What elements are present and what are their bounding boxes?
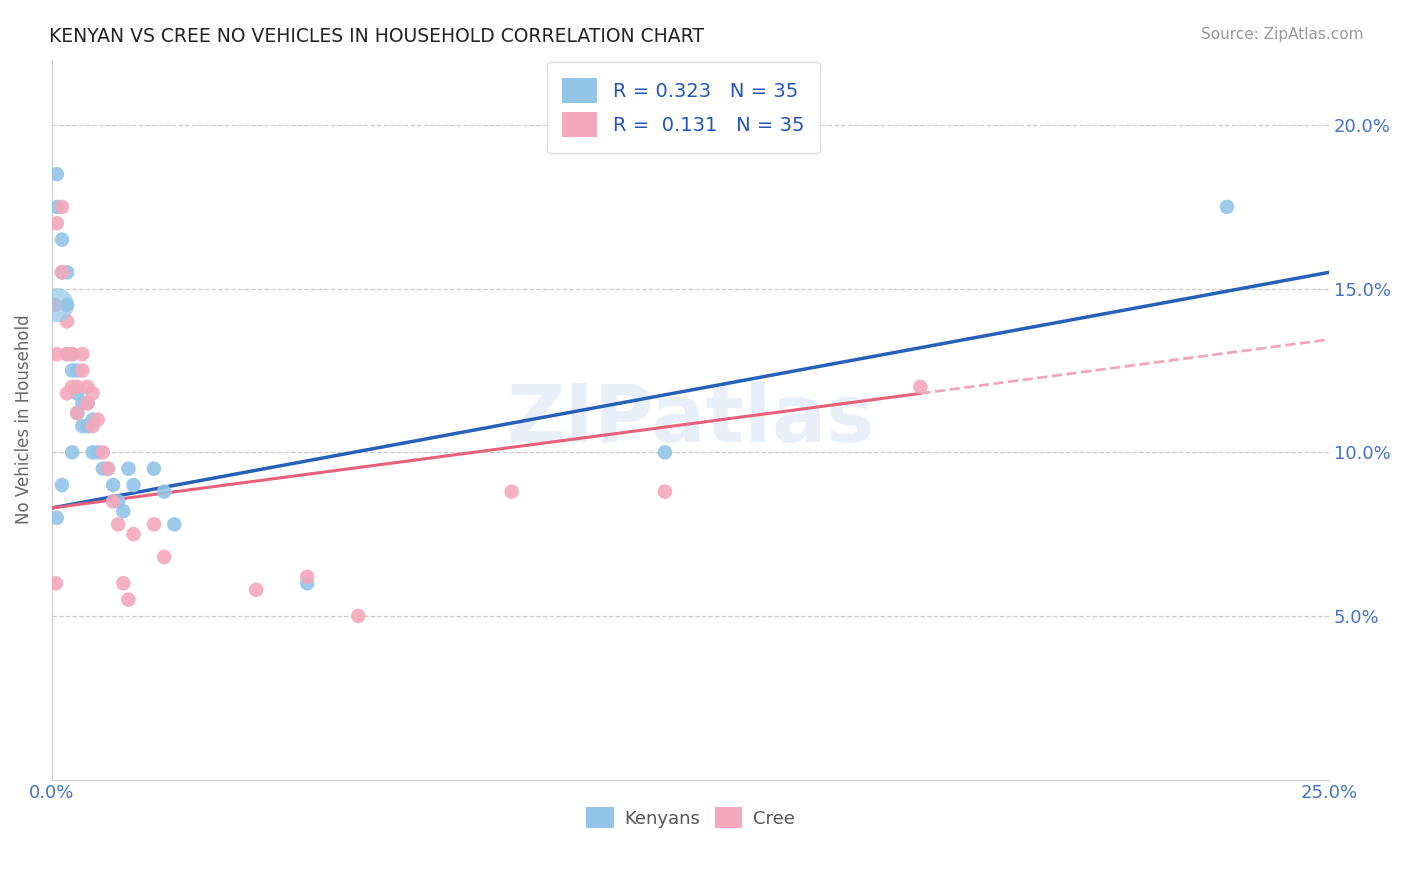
Point xyxy=(76,380,98,394)
Point xyxy=(112,504,135,518)
Point xyxy=(654,484,676,499)
Point xyxy=(117,592,139,607)
Point xyxy=(76,396,98,410)
Point xyxy=(51,265,73,279)
Point xyxy=(107,517,129,532)
Point xyxy=(87,412,110,426)
Point xyxy=(107,494,129,508)
Point xyxy=(56,314,79,328)
Point xyxy=(51,478,73,492)
Point xyxy=(347,609,370,624)
Point xyxy=(45,347,67,361)
Point xyxy=(60,347,83,361)
Point xyxy=(163,517,186,532)
Text: ZIPatlas: ZIPatlas xyxy=(506,381,875,458)
Point xyxy=(97,461,120,475)
Point xyxy=(44,298,66,312)
Point xyxy=(66,406,89,420)
Point xyxy=(76,396,98,410)
Point xyxy=(82,419,104,434)
Point xyxy=(297,570,319,584)
Point xyxy=(66,386,89,401)
Point xyxy=(153,550,176,565)
Point xyxy=(1216,200,1239,214)
Point xyxy=(60,445,83,459)
Point xyxy=(56,265,79,279)
Y-axis label: No Vehicles in Household: No Vehicles in Household xyxy=(15,315,32,524)
Point xyxy=(122,527,145,541)
Point xyxy=(72,363,94,377)
Point xyxy=(910,380,932,394)
Point xyxy=(72,396,94,410)
Point xyxy=(60,347,83,361)
Point xyxy=(66,406,89,420)
Point xyxy=(153,484,176,499)
Point xyxy=(56,347,79,361)
Point xyxy=(82,412,104,426)
Point xyxy=(101,478,124,492)
Point xyxy=(122,478,145,492)
Point xyxy=(45,298,67,312)
Point xyxy=(45,167,67,181)
Point xyxy=(501,484,523,499)
Point xyxy=(45,576,67,591)
Point xyxy=(297,576,319,591)
Point xyxy=(142,461,165,475)
Point xyxy=(82,445,104,459)
Point xyxy=(60,380,83,394)
Point xyxy=(112,576,135,591)
Point xyxy=(66,363,89,377)
Point xyxy=(91,445,114,459)
Point xyxy=(101,494,124,508)
Legend: Kenyans, Cree: Kenyans, Cree xyxy=(579,800,801,836)
Point xyxy=(245,582,267,597)
Point xyxy=(72,419,94,434)
Point xyxy=(45,200,67,214)
Point xyxy=(56,386,79,401)
Point xyxy=(76,419,98,434)
Point xyxy=(60,363,83,377)
Point xyxy=(97,461,120,475)
Text: Source: ZipAtlas.com: Source: ZipAtlas.com xyxy=(1201,27,1364,42)
Point xyxy=(45,216,67,230)
Point xyxy=(72,347,94,361)
Point xyxy=(51,233,73,247)
Point xyxy=(45,510,67,524)
Point xyxy=(82,386,104,401)
Point xyxy=(56,298,79,312)
Point xyxy=(51,200,73,214)
Point xyxy=(87,445,110,459)
Point xyxy=(66,380,89,394)
Point xyxy=(117,461,139,475)
Point xyxy=(56,347,79,361)
Point xyxy=(654,445,676,459)
Point xyxy=(142,517,165,532)
Point xyxy=(51,265,73,279)
Text: KENYAN VS CREE NO VEHICLES IN HOUSEHOLD CORRELATION CHART: KENYAN VS CREE NO VEHICLES IN HOUSEHOLD … xyxy=(49,27,704,45)
Point xyxy=(91,461,114,475)
